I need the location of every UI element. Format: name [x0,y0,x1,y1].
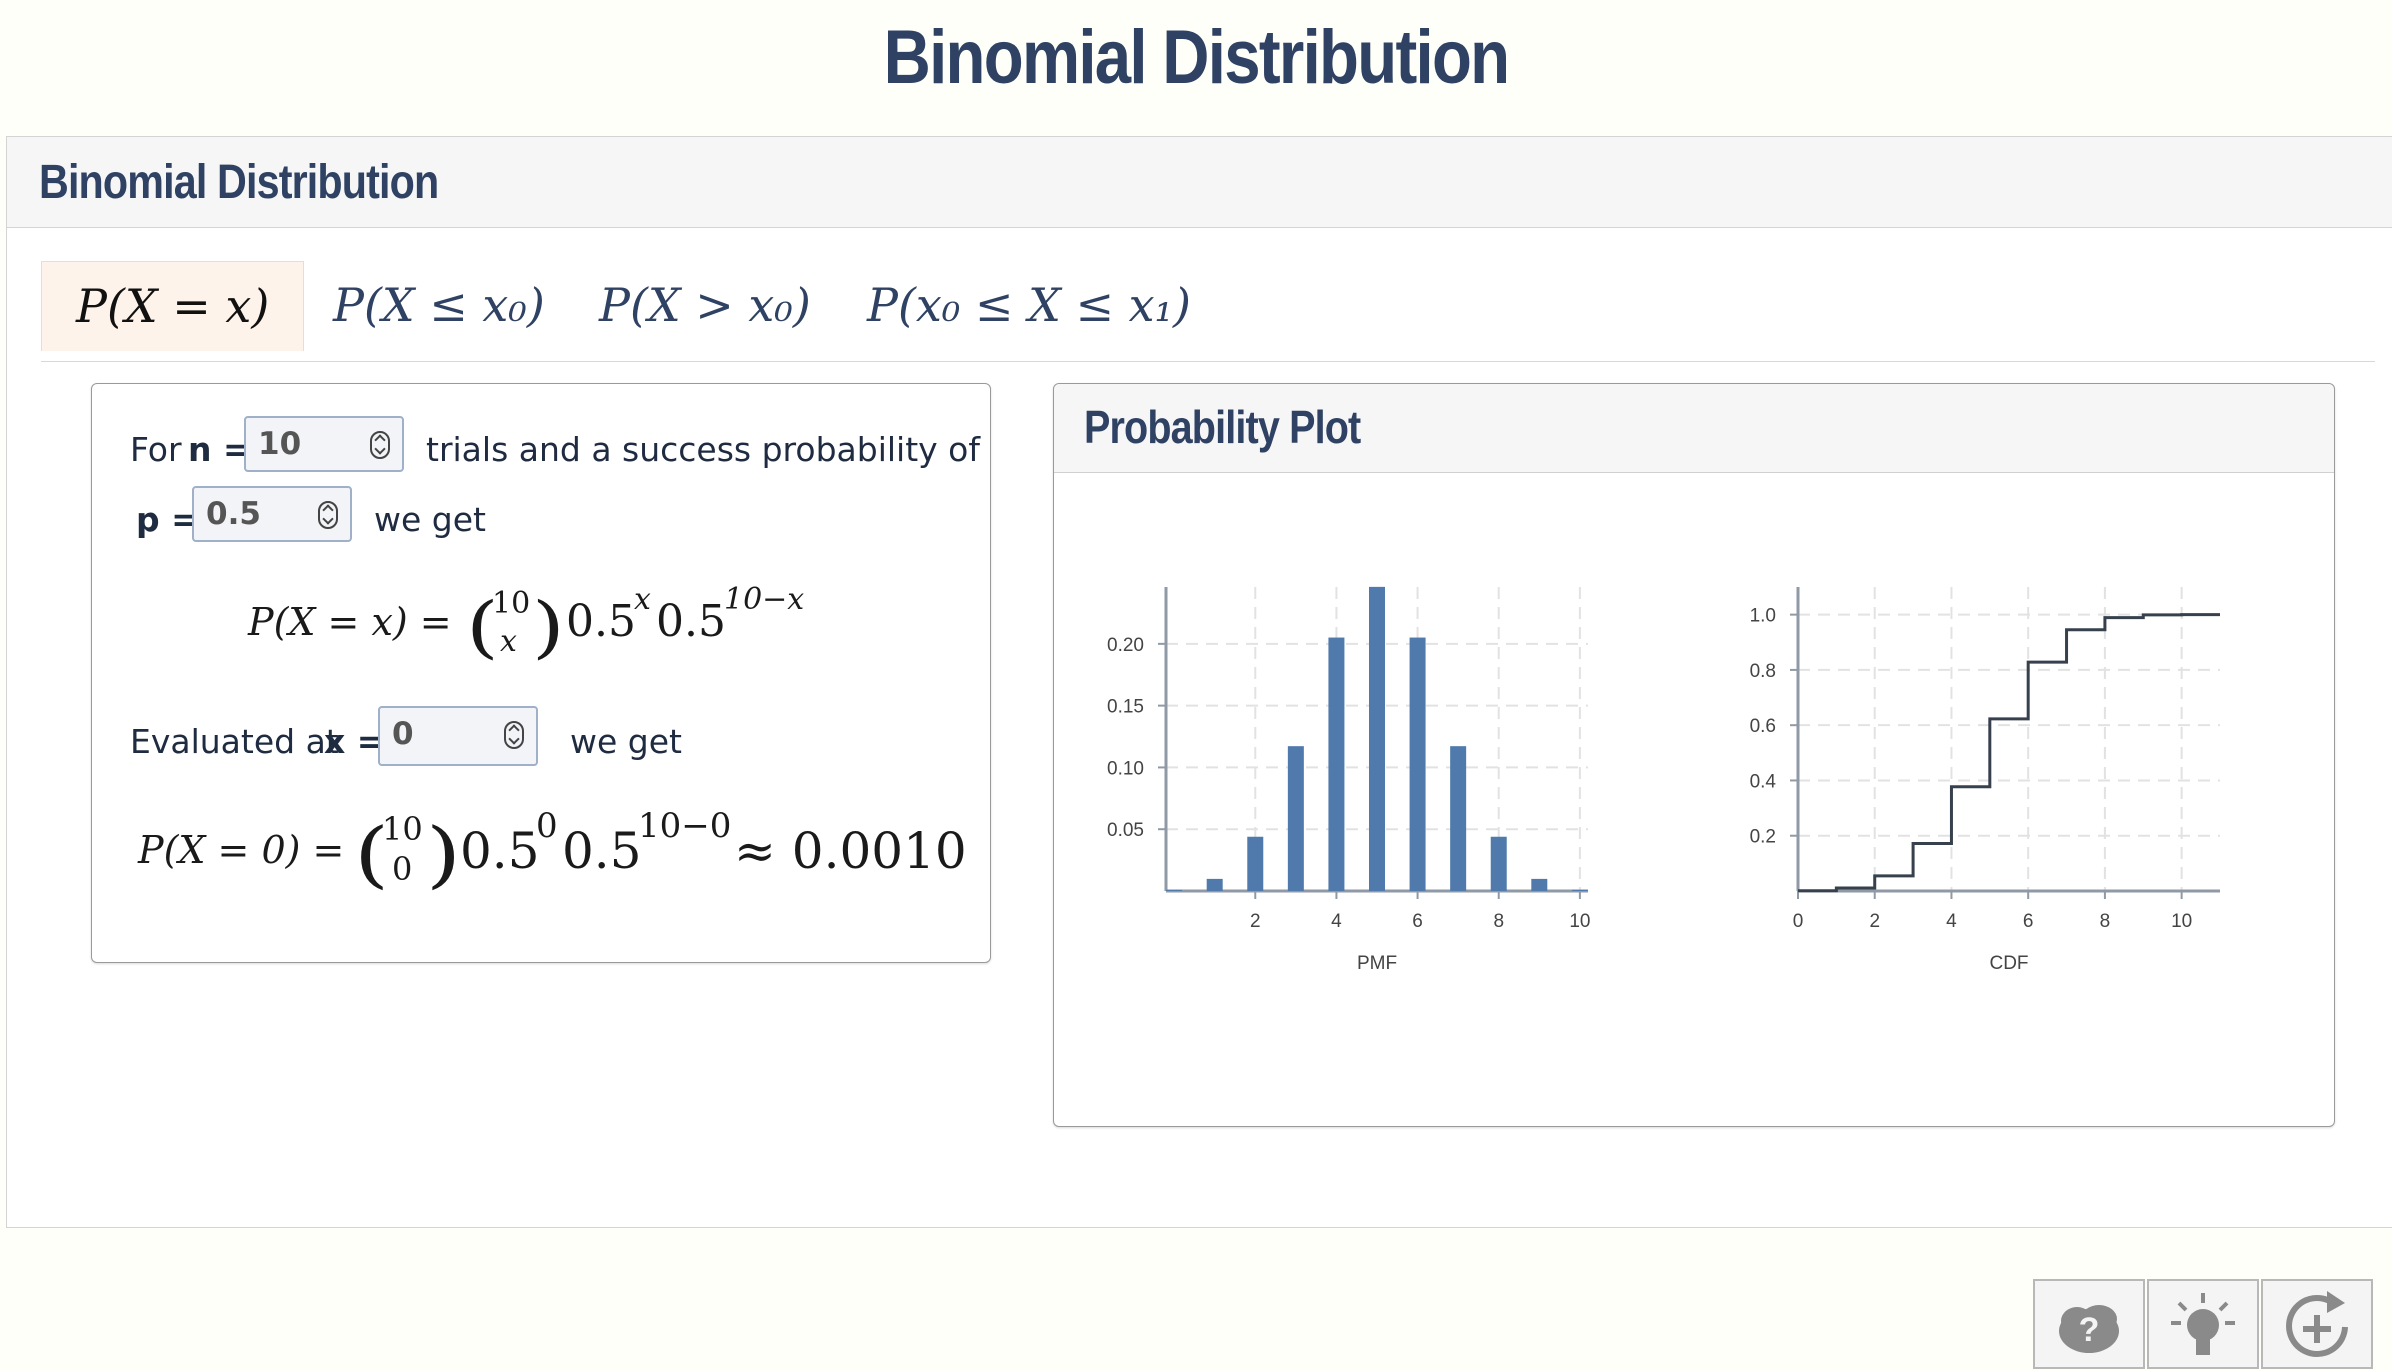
cdf-y-tick-label: 0.8 [1750,661,1776,682]
pmf-bar [1571,889,1588,891]
left-paren-icon: ( [466,587,499,667]
cdf-x-tick-label: 2 [1869,911,1880,932]
calculator-box: For n = 10 trials and a success probabil… [91,383,991,963]
n-input-value: 10 [258,426,302,462]
evaluated-label: Evaluated at [130,722,339,761]
p-spinner-icon[interactable] [318,501,338,529]
pmf-bar [1166,889,1183,891]
n-input[interactable]: 10 [244,416,404,472]
cdf-x-label: CDF [1989,953,2028,974]
hint-lightbulb-icon [2171,1293,2235,1355]
help-brain-icon: ? [2059,1305,2119,1353]
svg-text:?: ? [2079,1311,2100,1349]
add-button[interactable] [2261,1279,2373,1369]
pmf-x-label: PMF [1357,953,1397,974]
x-input-value: 0 [392,716,414,752]
cdf-x-tick-label: 4 [1946,911,1957,932]
pmf-x-tick-label: 8 [1493,911,1504,932]
x-input[interactable]: 0 [378,706,538,766]
for-label: For [130,430,182,469]
p-input-value: 0.5 [206,496,261,532]
tab-between[interactable]: P(x₀ ≤ X ≤ x₁) [867,278,1191,332]
main-panel: Binomial Distribution P(X = x) P(X ≤ x₀)… [6,136,2392,1369]
left-paren-icon: ( [354,812,390,897]
pmf-x-tick-label: 2 [1250,911,1261,932]
result-exp1: 0 [536,806,558,846]
formula-exp1: x [634,582,651,617]
plots-svg: 2 4 6 8 10 0.05 0.10 0.15 0.20 PMF 0 2 4 6 8 10 0.2 0.4 0.… [1107,586,2220,974]
cdf-x-tick-label: 0 [1793,911,1804,932]
plot-header: Probability Plot [1054,384,2334,473]
pmf-y-tick-label: 0.05 [1107,820,1144,841]
cdf-y-tick-label: 0.2 [1750,827,1776,848]
pmf-x-tick-label: 10 [1569,911,1590,932]
pmf-y-tick-label: 0.15 [1107,697,1144,718]
pmf-bar [1369,586,1385,891]
x-label: x = [324,722,385,761]
pmf-bar [1531,878,1548,891]
plot-title: Probability Plot [1084,401,1361,453]
result-binom-bottom: 0 [392,850,413,888]
cdf-x-tick-label: 6 [2023,911,2034,932]
page-title: Binomial Distribution [883,15,1510,100]
formula-exp2: 10−x [724,582,805,617]
n-spinner-icon[interactable] [370,431,390,459]
tab-bar: P(X = x) P(X ≤ x₀) P(X > x₀) P(x₀ ≤ X ≤ … [41,261,2375,362]
pmf-bar [1328,637,1345,891]
formula-base1: 0.5 [566,596,636,647]
tab-pmf[interactable]: P(X = x) [41,261,305,351]
formula-base2: 0.5 [656,596,726,647]
pmf-y-tick-label: 0.20 [1107,635,1144,656]
we-get-text: we get [374,500,486,539]
add-rotate-icon [2286,1291,2348,1357]
cdf-y-tick-label: 0.6 [1750,716,1776,737]
pmf-bar [1287,746,1304,891]
pmf-x-tick-label: 4 [1331,911,1342,932]
p-label: p = [136,500,199,539]
pmf-bar [1247,836,1264,891]
result-base2: 0.5 [562,822,642,880]
pmf-y-tick-label: 0.10 [1107,758,1144,779]
pmf-x-tick-label: 6 [1412,911,1423,932]
pmf-bar [1409,637,1426,891]
cdf-y-tick-label: 0.4 [1750,771,1777,792]
right-paren-icon: ) [426,812,462,897]
x-spinner-icon[interactable] [504,721,524,749]
panel-title: Binomial Distribution [39,156,439,209]
right-paren-icon: ) [532,587,565,667]
panel-header: Binomial Distribution [7,137,2392,228]
p-input[interactable]: 0.5 [192,486,352,542]
help-button[interactable]: ? [2033,1279,2145,1369]
pmf-bar [1450,746,1467,891]
cdf-step-line [1798,613,2220,893]
we-get-text-2: we get [570,722,682,761]
cdf-x-tick-label: 10 [2171,911,2192,932]
binom-bottom: x [500,624,517,659]
pmf-bar [1490,836,1507,891]
binom-top: 10 [492,586,531,621]
result-approx: ≈ 0.0010 [734,822,967,880]
formula-lhs: P(X = x) = [248,600,452,644]
pmf-bar [1206,878,1223,891]
cdf-y-tick-label: 1.0 [1750,606,1776,627]
cdf-x-tick-label: 8 [2100,911,2111,932]
hint-button[interactable] [2147,1279,2259,1369]
result-binom-top: 10 [382,810,423,848]
result-base1: 0.5 [460,822,540,880]
tab-cdf-less-equal[interactable]: P(X ≤ x₀) [333,278,545,332]
trials-text: trials and a success probability of [426,430,980,469]
result-exp2: 10−0 [638,806,732,846]
tab-greater-than[interactable]: P(X > x₀) [599,278,811,332]
result-lhs: P(X = 0) = [138,828,345,872]
probability-plot-box: Probability Plot 2 4 6 8 10 0.05 0.10 0.15 0.20 P… [1053,383,2335,1127]
n-label: n = [188,430,251,469]
